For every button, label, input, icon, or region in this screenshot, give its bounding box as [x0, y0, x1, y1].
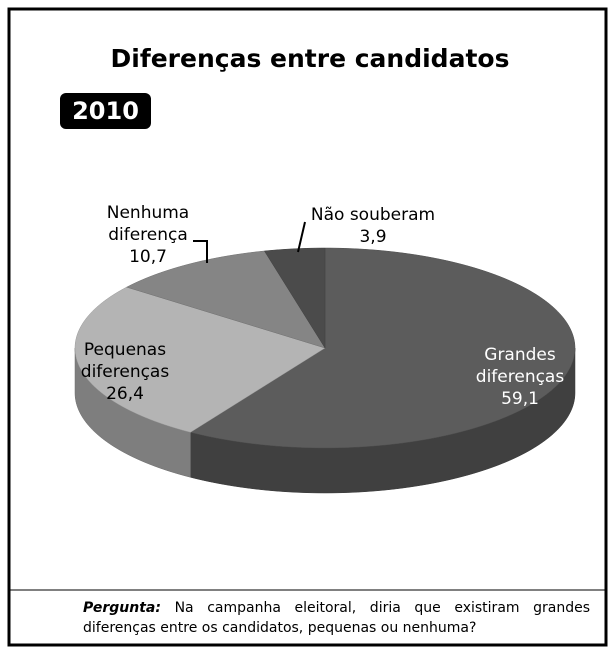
pie-slice	[125, 250, 326, 349]
chart-title: Diferenças entre candidatos	[111, 44, 510, 73]
value-label: 10,7	[129, 247, 167, 267]
slice-label: Não souberam	[311, 205, 435, 225]
question-note: Pergunta: Na campanha eleitoral, diria q…	[83, 598, 590, 638]
value-label: 3,9	[359, 227, 386, 247]
chart-subtitle: 2010	[72, 97, 139, 125]
slice-label: diferenças	[81, 362, 170, 382]
slice-label: Nenhuma	[107, 203, 189, 223]
leader-line	[193, 240, 208, 263]
value-label: 26,4	[106, 384, 144, 404]
slice-label: Grandes	[484, 345, 556, 365]
leader-line	[297, 221, 306, 253]
question-label: Pergunta:	[83, 600, 161, 616]
pie-slice	[189, 247, 576, 449]
pie-slice	[74, 286, 326, 433]
pie-slice	[263, 247, 326, 349]
slice-label: diferenças	[476, 367, 565, 387]
year-badge	[60, 93, 151, 129]
question-text: Na campanha eleitoral, diria que existir…	[83, 600, 590, 636]
slice-label: Pequenas	[84, 340, 166, 360]
value-label: 59,1	[501, 389, 539, 409]
slice-label: diferença	[108, 225, 188, 245]
frame	[7, 7, 608, 647]
